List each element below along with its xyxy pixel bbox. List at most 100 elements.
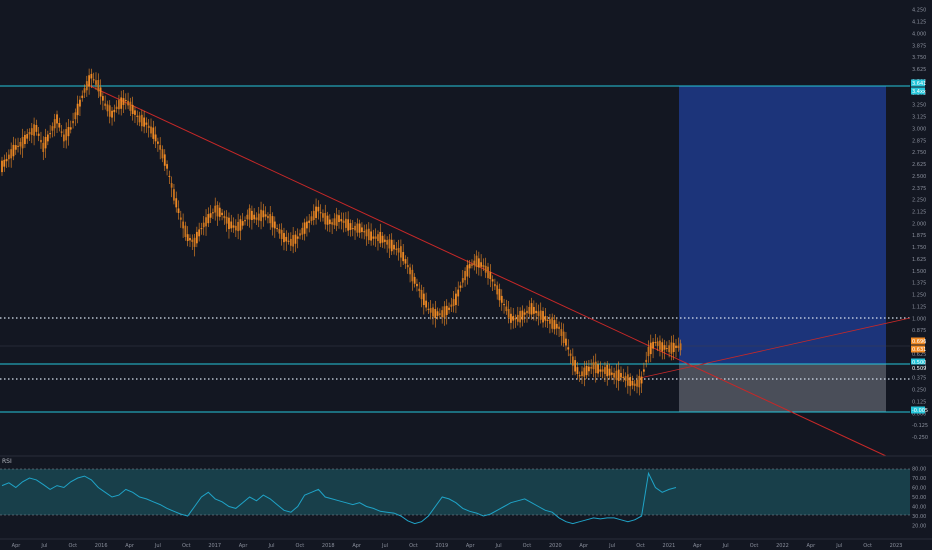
candle-body bbox=[503, 304, 505, 306]
candle-body bbox=[349, 223, 352, 230]
candle-body bbox=[672, 342, 675, 352]
candle-body bbox=[28, 132, 31, 135]
candle-body bbox=[569, 353, 572, 356]
candle-body bbox=[79, 99, 81, 107]
price-badge-label: 0.509 bbox=[912, 366, 926, 372]
candle-body bbox=[191, 239, 194, 242]
time-axis-label: Oct bbox=[750, 543, 759, 549]
candle-body bbox=[269, 214, 272, 224]
candle-body bbox=[212, 212, 214, 214]
candle-body bbox=[81, 95, 84, 98]
candle-body bbox=[179, 217, 182, 220]
candle-body bbox=[101, 96, 104, 101]
candle-body bbox=[285, 236, 288, 242]
candle-body bbox=[633, 383, 636, 386]
candle-body bbox=[484, 265, 487, 273]
time-axis-label: Apr bbox=[807, 543, 817, 549]
candle-body bbox=[445, 305, 448, 315]
candle-body bbox=[393, 244, 395, 250]
candle-body bbox=[521, 310, 524, 320]
time-axis-label: 2016 bbox=[95, 543, 108, 549]
candle-body bbox=[118, 100, 120, 110]
candle-body bbox=[535, 310, 538, 314]
candle-body bbox=[7, 154, 10, 160]
candle-body bbox=[276, 228, 279, 230]
price-axis-tick: 2.625 bbox=[912, 162, 926, 168]
candle-body bbox=[597, 364, 599, 374]
candle-body bbox=[186, 234, 189, 242]
candle-body bbox=[452, 299, 455, 306]
candle-body bbox=[675, 345, 677, 348]
candle-body bbox=[367, 228, 370, 241]
candle-body bbox=[652, 341, 654, 349]
candle-body bbox=[44, 136, 47, 149]
candle-body bbox=[26, 134, 29, 139]
price-axis-tick: 2.375 bbox=[912, 186, 926, 192]
candle-body bbox=[65, 129, 68, 141]
candle-body bbox=[626, 374, 629, 386]
long-position-target-zone[interactable] bbox=[679, 86, 886, 364]
rsi-axis-tick: 80.00 bbox=[912, 467, 926, 473]
time-axis-label: Apr bbox=[125, 543, 135, 549]
candle-body bbox=[555, 323, 558, 329]
candle-body bbox=[317, 206, 320, 212]
candle-body bbox=[5, 158, 8, 162]
price-axis-tick: 0.250 bbox=[912, 388, 926, 394]
time-axis-label: Oct bbox=[182, 543, 191, 549]
candle-body bbox=[480, 262, 483, 267]
rsi-line bbox=[1, 471, 677, 525]
candle-body bbox=[14, 145, 17, 150]
rsi-axis-tick: 50.00 bbox=[912, 495, 926, 501]
candle-body bbox=[356, 223, 359, 233]
time-axis-label: Jul bbox=[267, 543, 274, 549]
candle-body bbox=[466, 265, 469, 277]
candle-body bbox=[271, 216, 274, 228]
candle-body bbox=[88, 75, 91, 87]
rsi-band bbox=[0, 469, 910, 515]
time-axis-label: Oct bbox=[636, 543, 645, 549]
time-axis-label: 2023 bbox=[890, 543, 903, 549]
candle-body bbox=[347, 219, 350, 231]
candle-body bbox=[225, 216, 228, 224]
uptrend-line[interactable] bbox=[639, 317, 911, 379]
candle-body bbox=[647, 346, 650, 357]
candle-body bbox=[379, 231, 382, 244]
price-axis-tick: 1.250 bbox=[912, 293, 926, 299]
price-axis-tick: 0.875 bbox=[912, 328, 926, 334]
price-axis-tick: 1.500 bbox=[912, 269, 926, 275]
candle-body bbox=[189, 238, 191, 241]
candle-body bbox=[161, 149, 164, 159]
candle-body bbox=[587, 366, 590, 372]
price-axis-tick: 1.875 bbox=[912, 233, 926, 239]
time-axis-label: 2021 bbox=[663, 543, 676, 549]
candle-body bbox=[3, 159, 6, 167]
candle-body bbox=[610, 372, 613, 375]
candle-body bbox=[184, 225, 187, 237]
candle-body bbox=[106, 104, 109, 112]
candle-body bbox=[608, 368, 611, 376]
candle-body bbox=[413, 276, 416, 284]
candle-body bbox=[489, 272, 492, 280]
candle-body bbox=[443, 306, 446, 318]
candle-body bbox=[613, 373, 616, 378]
long-position-stop-zone[interactable] bbox=[679, 364, 886, 412]
candle-body bbox=[629, 377, 632, 387]
candle-body bbox=[532, 306, 535, 314]
rsi-label: RSI bbox=[2, 458, 12, 465]
candle-body bbox=[163, 154, 166, 166]
candle-body bbox=[111, 110, 113, 118]
rsi-axis-tick: 70.00 bbox=[912, 476, 926, 482]
candle-body bbox=[475, 255, 478, 268]
candle-body bbox=[308, 220, 311, 223]
candle-body bbox=[427, 308, 430, 310]
time-axis-label: 2020 bbox=[549, 543, 562, 549]
candle-body bbox=[455, 293, 457, 306]
candle-body bbox=[604, 367, 606, 374]
time-axis-label: 2018 bbox=[322, 543, 335, 549]
candle-body bbox=[195, 231, 198, 244]
time-axis-label: Oct bbox=[296, 543, 305, 549]
candle-body bbox=[677, 345, 680, 348]
candle-body bbox=[420, 290, 423, 300]
